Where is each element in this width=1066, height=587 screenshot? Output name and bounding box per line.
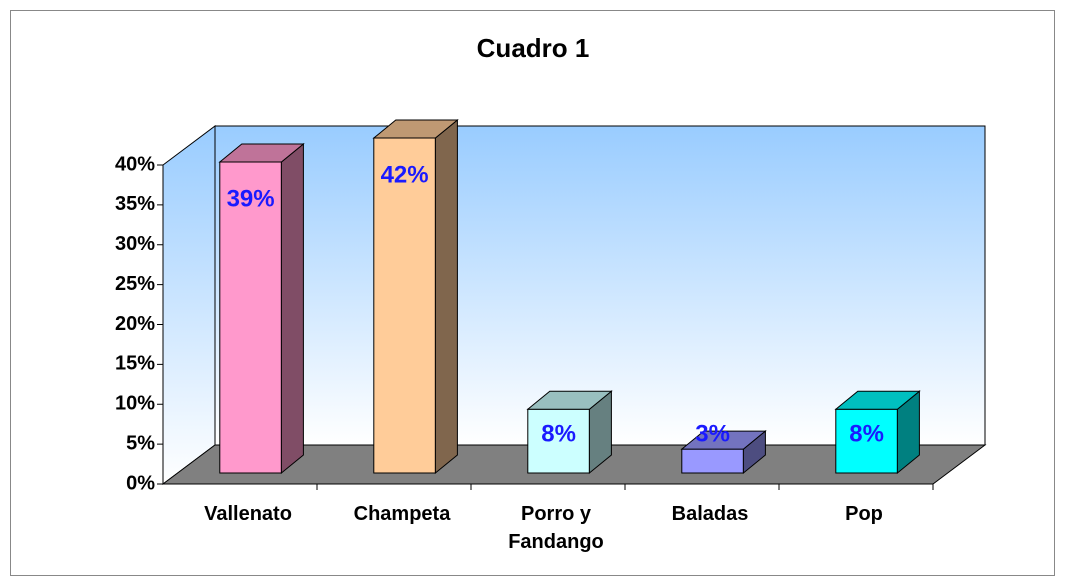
y-tick-label: 35%: [115, 193, 155, 215]
value-label: 42%: [381, 161, 429, 188]
x-tick-label: Pop: [845, 503, 883, 525]
y-tick-label: 10%: [115, 393, 155, 415]
bar-front: [681, 448, 744, 474]
x-tick-label: Champeta: [353, 503, 451, 525]
bar-top: [218, 143, 305, 163]
chart-title: Cuadro 1: [477, 33, 590, 63]
bar: [834, 390, 921, 475]
bar-side: [434, 118, 458, 475]
bar-side: [280, 142, 304, 475]
bar: [526, 390, 613, 475]
side-wall: [162, 125, 216, 485]
x-tick-label: Porro y Fandango: [508, 503, 604, 553]
bar: [218, 142, 305, 475]
bar: [372, 118, 459, 475]
bar-top: [834, 390, 921, 410]
x-tick-label: Baladas: [671, 503, 749, 525]
value-label: 8%: [541, 420, 576, 447]
bar: [680, 430, 767, 475]
y-tick-label: 15%: [115, 353, 155, 375]
bar-top: [526, 390, 613, 410]
y-tick-label: 5%: [126, 432, 155, 454]
bar-top: [372, 119, 459, 139]
y-tick-label: 25%: [115, 273, 155, 295]
bar-top: [680, 430, 767, 450]
y-tick-label: 40%: [115, 153, 155, 175]
x-tick-label: Vallenato: [204, 503, 292, 525]
y-tick-label: 30%: [115, 233, 155, 255]
value-label: 8%: [849, 420, 884, 447]
y-tick-label: 0%: [126, 472, 155, 494]
value-label: 3%: [695, 420, 730, 447]
value-label: 39%: [227, 185, 275, 212]
y-tick-label: 20%: [115, 313, 155, 335]
